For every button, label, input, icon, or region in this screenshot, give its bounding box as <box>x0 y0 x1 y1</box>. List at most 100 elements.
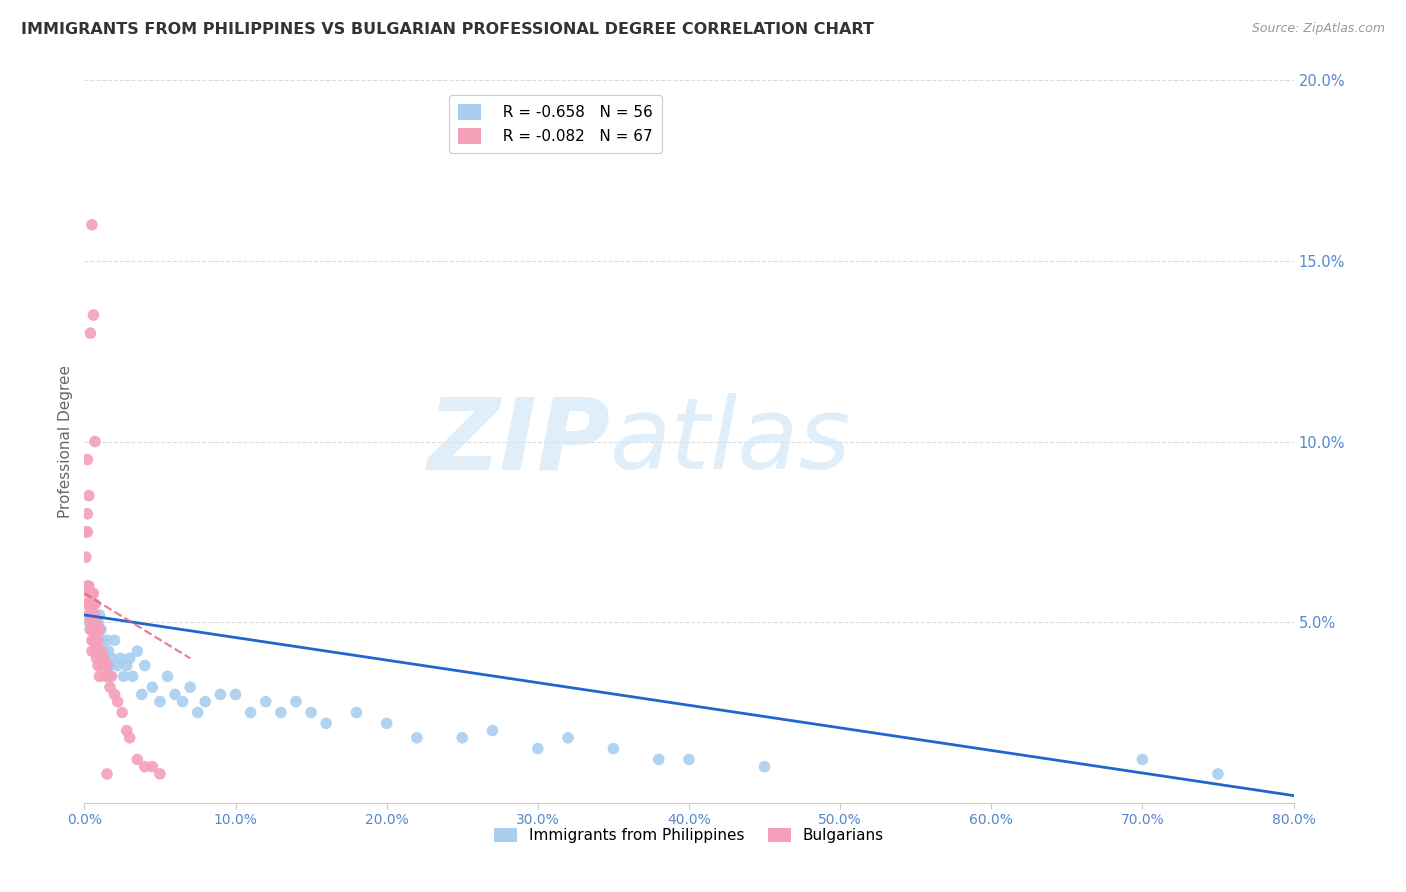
Point <box>97 644 120 658</box>
Point <box>406 731 429 745</box>
Point <box>107 658 129 673</box>
Point <box>127 752 149 766</box>
Point <box>118 731 141 745</box>
Text: Source: ZipAtlas.com: Source: ZipAtlas.com <box>1251 22 1385 36</box>
Point <box>84 623 107 637</box>
Point <box>86 623 108 637</box>
Point <box>76 597 98 611</box>
Point <box>84 434 107 449</box>
Point <box>141 760 163 774</box>
Point <box>86 633 108 648</box>
Point <box>77 579 100 593</box>
Point <box>225 687 247 701</box>
Point <box>82 607 104 622</box>
Point <box>84 623 107 637</box>
Point <box>89 644 111 658</box>
Point <box>84 633 107 648</box>
Point <box>84 607 107 622</box>
Point <box>209 687 232 701</box>
Point <box>110 651 132 665</box>
Point <box>79 326 101 340</box>
Point <box>80 633 103 648</box>
Point <box>82 308 104 322</box>
Point <box>754 760 776 774</box>
Point <box>87 615 110 630</box>
Point <box>79 623 101 637</box>
Point <box>89 607 111 622</box>
Point <box>75 524 97 539</box>
Point <box>156 669 179 683</box>
Point <box>115 723 138 738</box>
Point <box>134 658 156 673</box>
Point <box>80 218 103 232</box>
Point <box>87 644 110 658</box>
Point <box>111 706 134 720</box>
Legend: Immigrants from Philippines, Bulgarians: Immigrants from Philippines, Bulgarians <box>488 822 890 849</box>
Point <box>149 767 172 781</box>
Point <box>84 597 107 611</box>
Point <box>254 695 277 709</box>
Point <box>91 633 114 648</box>
Point <box>75 597 97 611</box>
Point <box>602 741 624 756</box>
Point <box>315 716 337 731</box>
Point <box>118 651 141 665</box>
Text: ZIP: ZIP <box>427 393 610 490</box>
Point <box>89 623 111 637</box>
Point <box>107 695 129 709</box>
Point <box>80 597 103 611</box>
Point <box>94 651 117 665</box>
Point <box>77 586 100 600</box>
Point <box>98 680 121 694</box>
Point <box>149 695 172 709</box>
Point <box>451 731 474 745</box>
Text: atlas: atlas <box>610 393 852 490</box>
Point <box>80 607 103 622</box>
Point <box>86 651 108 665</box>
Point <box>89 644 111 658</box>
Point <box>84 644 107 658</box>
Point <box>86 615 108 630</box>
Text: IMMIGRANTS FROM PHILIPPINES VS BULGARIAN PROFESSIONAL DEGREE CORRELATION CHART: IMMIGRANTS FROM PHILIPPINES VS BULGARIAN… <box>21 22 875 37</box>
Point <box>375 716 398 731</box>
Point <box>481 723 503 738</box>
Point <box>90 658 112 673</box>
Point <box>87 633 110 648</box>
Point <box>80 597 103 611</box>
Point <box>96 767 118 781</box>
Point <box>239 706 262 720</box>
Point <box>127 644 149 658</box>
Point <box>1130 752 1153 766</box>
Point <box>131 687 153 701</box>
Point <box>97 669 120 683</box>
Point <box>93 651 115 665</box>
Point <box>299 706 322 720</box>
Point <box>134 760 156 774</box>
Point <box>285 695 308 709</box>
Point <box>121 669 143 683</box>
Point <box>79 586 101 600</box>
Point <box>104 687 127 701</box>
Point <box>104 633 127 648</box>
Point <box>77 615 100 630</box>
Point <box>1206 767 1229 781</box>
Point <box>179 680 201 694</box>
Point <box>82 586 104 600</box>
Point <box>115 658 138 673</box>
Point <box>77 607 100 622</box>
Point <box>90 623 112 637</box>
Point <box>76 507 98 521</box>
Point <box>93 644 115 658</box>
Point <box>346 706 368 720</box>
Point <box>165 687 187 701</box>
Point <box>79 623 101 637</box>
Point <box>98 658 121 673</box>
Point <box>112 669 135 683</box>
Point <box>79 615 101 630</box>
Point <box>187 706 209 720</box>
Point <box>79 597 101 611</box>
Point <box>100 651 122 665</box>
Point <box>87 658 110 673</box>
Point <box>91 658 114 673</box>
Point <box>76 452 98 467</box>
